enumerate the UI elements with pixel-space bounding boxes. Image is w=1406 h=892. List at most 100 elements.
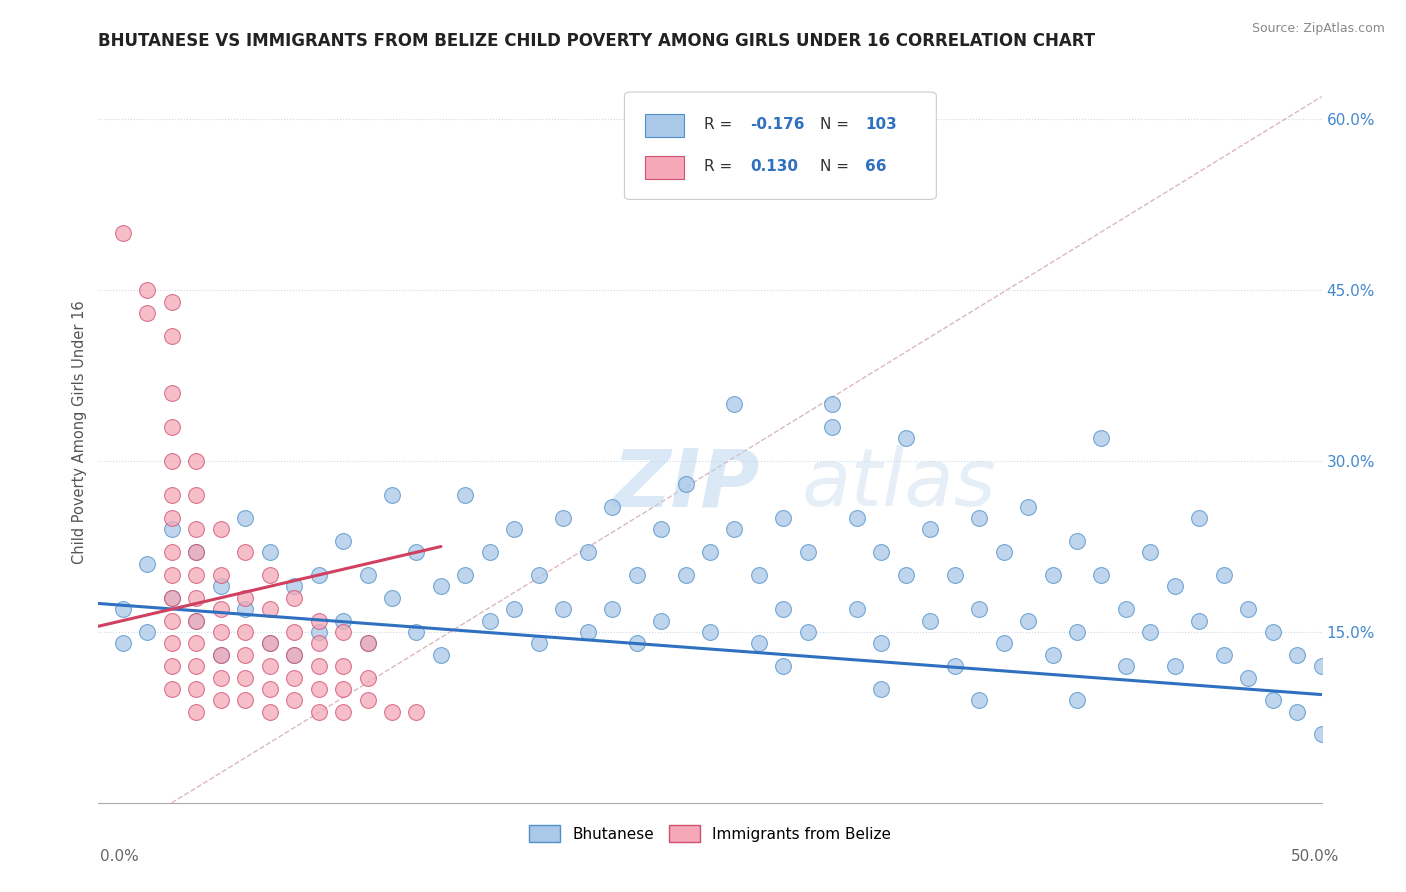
Point — [699, 545, 721, 559]
Point — [870, 681, 893, 696]
Point — [259, 659, 281, 673]
Point — [332, 614, 354, 628]
Point — [209, 579, 232, 593]
Point — [920, 523, 942, 537]
Point — [186, 614, 208, 628]
Point — [1188, 614, 1211, 628]
Point — [527, 568, 550, 582]
Point — [233, 671, 256, 685]
Point — [1139, 545, 1161, 559]
Point — [478, 614, 501, 628]
Point — [1212, 648, 1234, 662]
Point — [186, 545, 208, 559]
Point — [1261, 693, 1284, 707]
Text: ZIP: ZIP — [612, 445, 759, 524]
Point — [283, 579, 305, 593]
Point — [967, 511, 990, 525]
Point — [356, 636, 378, 650]
Point — [993, 545, 1015, 559]
Point — [356, 568, 378, 582]
Point — [1042, 648, 1064, 662]
Point — [160, 511, 183, 525]
Point — [1237, 602, 1260, 616]
Point — [186, 681, 208, 696]
Point — [1139, 624, 1161, 639]
Point — [356, 693, 378, 707]
Point — [233, 624, 256, 639]
Point — [160, 591, 183, 605]
Point — [308, 624, 330, 639]
Point — [430, 648, 453, 662]
Point — [259, 681, 281, 696]
Point — [920, 614, 942, 628]
Point — [259, 636, 281, 650]
Point — [308, 705, 330, 719]
FancyBboxPatch shape — [624, 92, 936, 200]
Point — [160, 488, 183, 502]
Point — [553, 602, 575, 616]
Point — [136, 624, 159, 639]
Text: N =: N = — [820, 117, 853, 132]
Point — [821, 420, 844, 434]
Point — [870, 636, 893, 650]
Point — [186, 568, 208, 582]
Point — [332, 681, 354, 696]
Point — [332, 659, 354, 673]
Point — [160, 659, 183, 673]
Point — [699, 624, 721, 639]
Point — [503, 523, 526, 537]
Point — [405, 624, 427, 639]
Point — [283, 671, 305, 685]
Point — [160, 614, 183, 628]
Point — [1212, 568, 1234, 582]
Point — [209, 648, 232, 662]
Point — [1188, 511, 1211, 525]
Point — [209, 624, 232, 639]
Point — [308, 568, 330, 582]
Point — [160, 636, 183, 650]
Point — [332, 624, 354, 639]
Point — [943, 568, 966, 582]
Point — [160, 545, 183, 559]
Point — [308, 636, 330, 650]
Point — [160, 294, 183, 309]
Point — [1261, 624, 1284, 639]
Point — [675, 476, 697, 491]
Point — [1115, 602, 1137, 616]
Point — [283, 648, 305, 662]
Point — [209, 523, 232, 537]
Point — [1090, 431, 1112, 445]
Point — [160, 591, 183, 605]
Point — [160, 420, 183, 434]
Point — [1286, 705, 1309, 719]
Y-axis label: Child Poverty Among Girls Under 16: Child Poverty Among Girls Under 16 — [72, 301, 87, 565]
Point — [600, 602, 623, 616]
Point — [160, 454, 183, 468]
Point — [136, 557, 159, 571]
Point — [160, 385, 183, 400]
Point — [845, 511, 868, 525]
Point — [381, 591, 404, 605]
Point — [478, 545, 501, 559]
Point — [332, 533, 354, 548]
Point — [1066, 533, 1088, 548]
Point — [308, 659, 330, 673]
Text: 0.130: 0.130 — [751, 160, 799, 174]
Point — [626, 568, 648, 582]
Point — [1090, 568, 1112, 582]
Point — [209, 602, 232, 616]
Point — [283, 624, 305, 639]
Point — [233, 511, 256, 525]
Point — [772, 511, 794, 525]
Point — [308, 681, 330, 696]
Text: 0.0%: 0.0% — [100, 849, 139, 864]
Point — [259, 602, 281, 616]
Point — [186, 636, 208, 650]
Point — [186, 591, 208, 605]
Point — [160, 568, 183, 582]
Point — [870, 545, 893, 559]
Point — [283, 693, 305, 707]
Point — [332, 705, 354, 719]
Point — [186, 659, 208, 673]
Point — [430, 579, 453, 593]
